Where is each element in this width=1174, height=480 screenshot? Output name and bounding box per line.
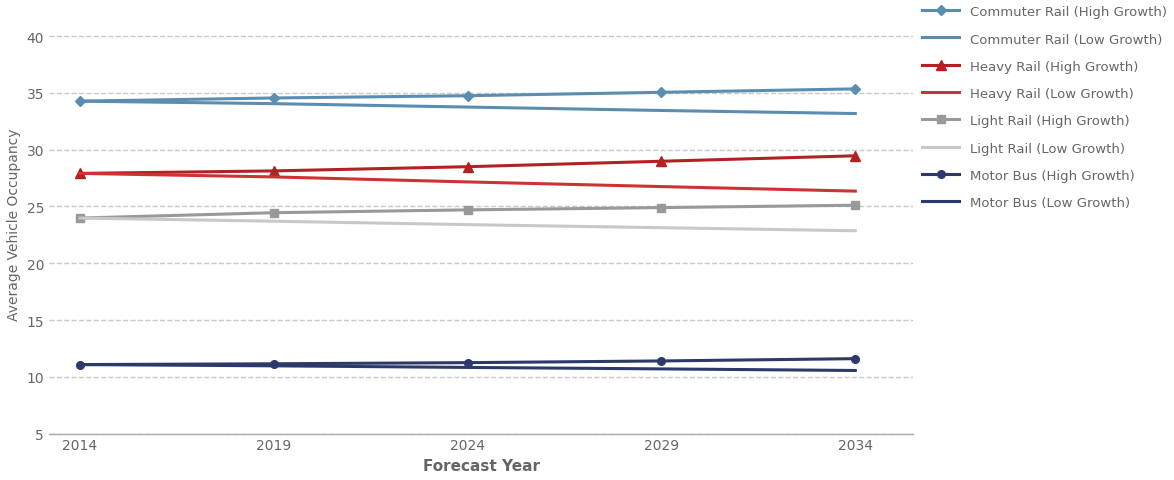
- Motor Bus (Low Growth): [849, 368, 863, 373]
- Motor Bus (Low Growth): [73, 362, 87, 368]
- Light Rail (Low Growth): [654, 225, 668, 231]
- Light Rail (Low Growth): [266, 219, 281, 225]
- Motor Bus (High Growth): [266, 361, 281, 367]
- Commuter Rail (High Growth): [73, 99, 87, 105]
- Commuter Rail (Low Growth): [849, 111, 863, 117]
- Heavy Rail (Low Growth): [73, 171, 87, 177]
- Y-axis label: Average Vehicle Occupancy: Average Vehicle Occupancy: [7, 128, 21, 320]
- Line: Light Rail (High Growth): Light Rail (High Growth): [76, 202, 859, 223]
- Motor Bus (Low Growth): [460, 365, 474, 371]
- Legend: Commuter Rail (High Growth), Commuter Rail (Low Growth), Heavy Rail (High Growth: Commuter Rail (High Growth), Commuter Ra…: [922, 6, 1167, 210]
- Light Rail (High Growth): [73, 216, 87, 221]
- Commuter Rail (High Growth): [654, 90, 668, 96]
- Light Rail (High Growth): [460, 207, 474, 213]
- Motor Bus (High Growth): [460, 360, 474, 366]
- Heavy Rail (Low Growth): [849, 189, 863, 194]
- Line: Commuter Rail (Low Growth): Commuter Rail (Low Growth): [80, 102, 856, 114]
- Motor Bus (High Growth): [654, 358, 668, 364]
- Light Rail (High Growth): [266, 210, 281, 216]
- Commuter Rail (High Growth): [849, 87, 863, 93]
- Line: Motor Bus (High Growth): Motor Bus (High Growth): [76, 355, 859, 369]
- Light Rail (Low Growth): [849, 228, 863, 234]
- Line: Light Rail (Low Growth): Light Rail (Low Growth): [80, 218, 856, 231]
- Commuter Rail (Low Growth): [460, 105, 474, 111]
- Heavy Rail (High Growth): [73, 171, 87, 177]
- Light Rail (Low Growth): [460, 222, 474, 228]
- Heavy Rail (High Growth): [460, 165, 474, 170]
- Heavy Rail (Low Growth): [460, 180, 474, 185]
- Light Rail (Low Growth): [73, 216, 87, 221]
- Commuter Rail (High Growth): [266, 96, 281, 102]
- Motor Bus (Low Growth): [266, 363, 281, 369]
- Line: Heavy Rail (High Growth): Heavy Rail (High Growth): [75, 152, 861, 179]
- Heavy Rail (High Growth): [266, 168, 281, 174]
- Line: Motor Bus (Low Growth): Motor Bus (Low Growth): [80, 365, 856, 371]
- Motor Bus (Low Growth): [654, 366, 668, 372]
- Commuter Rail (Low Growth): [266, 102, 281, 108]
- Light Rail (High Growth): [654, 205, 668, 211]
- X-axis label: Forecast Year: Forecast Year: [423, 458, 540, 473]
- Heavy Rail (High Growth): [849, 154, 863, 159]
- Commuter Rail (Low Growth): [654, 108, 668, 114]
- Line: Heavy Rail (Low Growth): Heavy Rail (Low Growth): [80, 174, 856, 192]
- Heavy Rail (High Growth): [654, 159, 668, 165]
- Line: Commuter Rail (High Growth): Commuter Rail (High Growth): [76, 86, 859, 106]
- Heavy Rail (Low Growth): [266, 175, 281, 180]
- Light Rail (High Growth): [849, 203, 863, 209]
- Commuter Rail (High Growth): [460, 94, 474, 99]
- Motor Bus (High Growth): [849, 356, 863, 362]
- Commuter Rail (Low Growth): [73, 99, 87, 105]
- Heavy Rail (Low Growth): [654, 184, 668, 190]
- Motor Bus (High Growth): [73, 362, 87, 368]
